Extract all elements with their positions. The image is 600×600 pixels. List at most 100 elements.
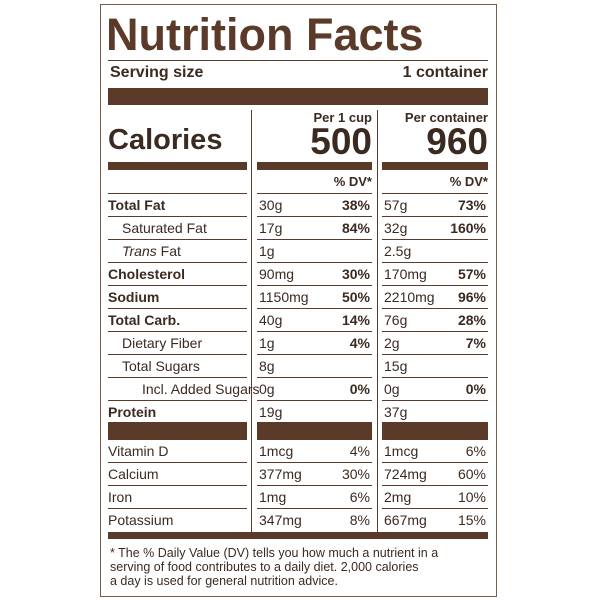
daily-value: 38% [341, 197, 370, 213]
nutrient-name-text: Total Sugars [122, 358, 200, 374]
daily-value: 4% [349, 335, 370, 351]
daily-value: 73% [457, 197, 486, 213]
nutrient-name-italic: Trans [122, 243, 157, 259]
amount: 1mcg [259, 443, 294, 459]
nutrient-name-text: Calcium [108, 466, 159, 482]
amount: 667mg [384, 512, 427, 528]
row-rule [382, 462, 488, 463]
amount: 15g [384, 358, 408, 374]
nutrient-name-text: Iron [108, 489, 133, 505]
row-rule [382, 377, 488, 378]
nutrient-name: Potassium [108, 511, 173, 529]
amount: 2.5g [384, 243, 412, 259]
dv-header: % DV* [333, 174, 372, 189]
amount: 76g [384, 312, 408, 328]
daily-value: 30% [341, 466, 370, 482]
row-rule [257, 216, 372, 217]
daily-value: 160% [450, 220, 486, 236]
row-rule [257, 262, 372, 263]
nutrient-name: Vitamin D [108, 442, 168, 460]
amount: 17g [259, 220, 283, 236]
nutrient-name: Total Sugars [122, 357, 200, 375]
amount: 2mg [384, 489, 412, 505]
amount: 1mg [259, 489, 287, 505]
nutrient-name: Dietary Fiber [122, 334, 202, 352]
nutrient-name-text: Vitamin D [108, 443, 169, 459]
row-rule [382, 262, 488, 263]
amount: 40g [259, 312, 283, 328]
amount: 37g [384, 404, 408, 420]
amount: 0g [259, 381, 275, 397]
thick-bar [108, 88, 488, 105]
amount: 30g [259, 197, 283, 213]
daily-value: 30% [341, 266, 370, 282]
daily-value: 96% [457, 289, 486, 305]
row-rule [382, 508, 488, 509]
column-divider [251, 110, 252, 532]
row-rule [108, 331, 247, 332]
row-rule [382, 354, 488, 355]
nutrient-name: Total Fat [108, 196, 165, 214]
daily-value: 84% [341, 220, 370, 236]
row-rule [108, 262, 247, 263]
row-rule [108, 308, 247, 309]
dv-header: % DV* [449, 174, 488, 189]
nutrient-name: Total Carb. [108, 311, 180, 329]
nutrient-name-text: Saturated Fat [122, 220, 207, 236]
amount: 2g [384, 335, 400, 351]
row-rule [108, 508, 247, 509]
daily-value: 7% [465, 335, 486, 351]
amount: 8g [259, 358, 275, 374]
row-rule [108, 462, 247, 463]
daily-value: 8% [349, 512, 370, 528]
amount: 1150mg [259, 289, 309, 305]
row-rule [382, 216, 488, 217]
row-rule [257, 239, 372, 240]
daily-value: 14% [341, 312, 370, 328]
row-rule [382, 308, 488, 309]
row-rule [108, 485, 247, 486]
nutrient-name-text: Sodium [108, 289, 160, 305]
row-rule [257, 508, 372, 509]
row-rule [257, 308, 372, 309]
nutrient-name: Cholesterol [108, 265, 185, 283]
daily-value: 57% [457, 266, 486, 282]
row-rule [382, 400, 488, 401]
thick-bar [382, 430, 488, 440]
row-rule [108, 354, 247, 355]
row-rule [257, 485, 372, 486]
daily-value: 6% [465, 443, 486, 459]
row-rule [382, 331, 488, 332]
nutrient-name: Sodium [108, 288, 159, 306]
daily-value: 6% [349, 489, 370, 505]
row-rule [257, 285, 372, 286]
row-rule [257, 400, 372, 401]
column-header: Per 1 cup [313, 110, 372, 125]
daily-value: 4% [349, 443, 370, 459]
footnote-line: * The % Daily Value (DV) tells you how m… [110, 546, 439, 560]
row-rule [382, 485, 488, 486]
nutrient-name: Saturated Fat [122, 219, 207, 237]
row-rule [108, 377, 247, 378]
nutrient-name-text: Dietary Fiber [122, 335, 203, 351]
row-rule [257, 331, 372, 332]
column-divider [377, 110, 378, 532]
amount: 0g [384, 381, 400, 397]
daily-value: 10% [457, 489, 486, 505]
amount: 170mg [384, 266, 427, 282]
row-rule [108, 400, 247, 401]
daily-value: 60% [457, 466, 486, 482]
thick-bar [108, 162, 247, 170]
nutrient-name-text: Total Carb. [108, 312, 181, 328]
footnote-line: a day is used for general nutrition advi… [110, 574, 338, 588]
thick-bar [382, 422, 488, 430]
nutrient-name-text: Incl. Added Sugars [142, 381, 260, 397]
amount: 347mg [259, 512, 302, 528]
row-rule [382, 285, 488, 286]
calories-value: 960 [426, 121, 488, 162]
nutrient-name-text: Protein [108, 404, 157, 420]
title: Nutrition Facts [106, 9, 424, 60]
nutrient-name: Calcium [108, 465, 159, 483]
row-rule [257, 354, 372, 355]
